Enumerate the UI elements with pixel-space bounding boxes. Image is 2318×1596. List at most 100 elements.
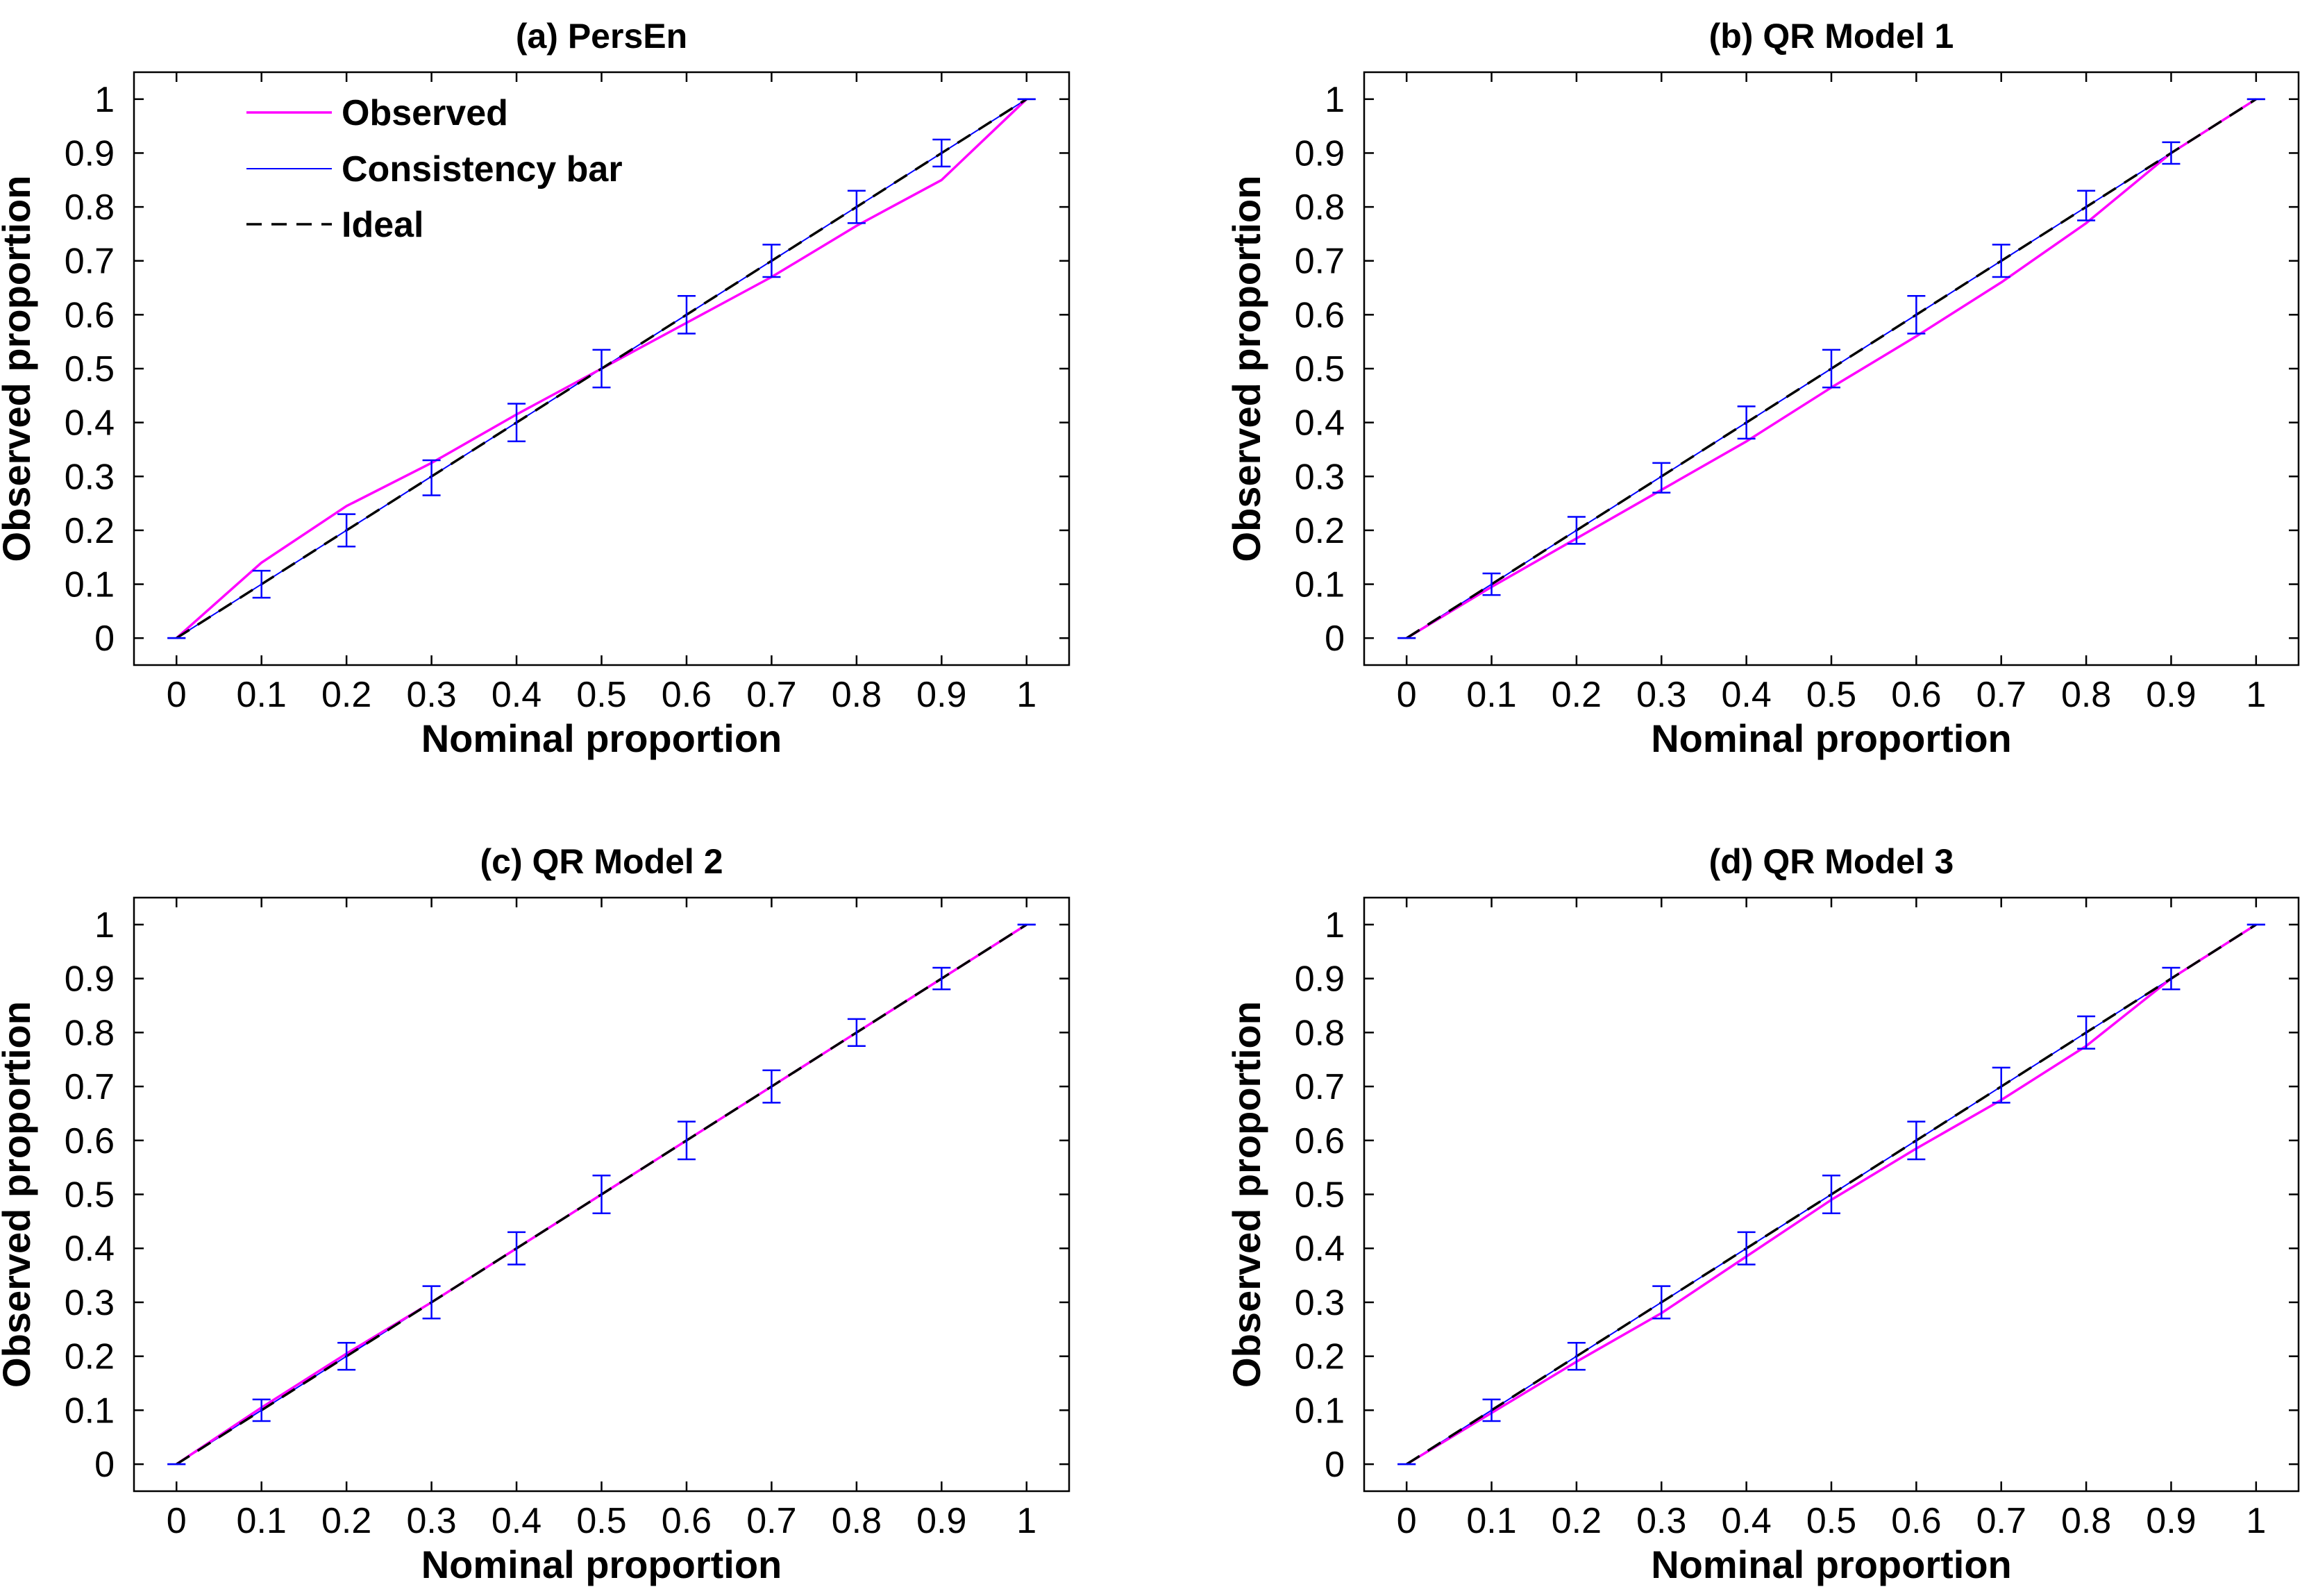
x-tick-label: 0.1 [1466,1501,1516,1541]
y-tick-label: 0.6 [65,1121,115,1161]
consistency-error-bar [1822,348,1840,389]
y-tick-label: 0.7 [65,242,115,282]
chart-title: (c) QR Model 2 [480,842,723,881]
y-tick-label: 0.5 [1295,1175,1345,1216]
y-tick-label: 1 [1325,80,1345,120]
consistency-error-bar [1992,244,2010,278]
x-tick-label: 0.9 [2146,1501,2196,1541]
x-tick-label: 0 [1397,1501,1417,1541]
x-tick-label: 1 [2246,1501,2266,1541]
consistency-error-bar [762,244,781,278]
x-tick-label: 0.1 [237,675,287,715]
consistency-error-bar [847,190,866,224]
legend-ideal: Ideal [246,205,424,245]
x-tick-label: 0 [167,675,187,715]
x-tick-label: 0.9 [2146,675,2196,715]
y-axis-label: Observed proportion [0,1001,38,1388]
consistency-error-bar [1737,1231,1756,1266]
x-tick-label: 0.7 [1976,1501,2026,1541]
consistency-error-bar [592,348,611,389]
x-tick-label: 0.2 [321,675,371,715]
chart-panel-2: (b) QR Model 1 0 0.1 0.2 0.3 0.4 0.5 0.6 0.7 0.8 0… [1225,17,2300,760]
x-tick-label: 0.2 [1552,1501,1602,1541]
legend-ideal-label: Ideal [342,205,424,245]
x-tick-label: 0 [1397,675,1417,715]
x-tick-label: 0.6 [662,1501,712,1541]
x-tick-label: 0.9 [916,1501,966,1541]
chart-panel-3: (c) QR Model 2 0 0.1 0.2 0.3 0.4 0.5 0.6 0.7 0.8 0… [0,842,1070,1586]
y-tick-label: 0.3 [65,1283,115,1323]
x-tick-label: 0.3 [406,1501,456,1541]
y-tick-label: 0 [1325,619,1345,659]
x-tick-label: 0.3 [1636,1501,1686,1541]
y-tick-label: 0.7 [65,1067,115,1107]
consistency-error-bar [2162,141,2181,165]
y-tick-label: 0.2 [1295,1337,1345,1377]
y-tick-label: 0.4 [1295,1229,1345,1269]
y-tick-label: 0.9 [65,133,115,174]
y-tick-label: 0.7 [1295,1067,1345,1107]
consistency-error-bar [1567,1342,1586,1371]
x-tick-label: 0.7 [746,675,796,715]
y-tick-label: 0.8 [1295,187,1345,228]
y-tick-label: 0.1 [1295,565,1345,605]
x-tick-label: 0.5 [1806,1501,1856,1541]
x-axis-label: Nominal proportion [1651,1543,2012,1586]
x-tick-label: 0.3 [406,675,456,715]
y-tick-label: 0.2 [1295,511,1345,551]
y-tick-label: 0.3 [1295,1283,1345,1323]
x-tick-label: 0.4 [492,675,541,715]
y-axis-label: Observed proportion [1225,176,1268,562]
y-tick-label: 0.1 [65,565,115,605]
x-tick-label: 0.8 [2061,1501,2111,1541]
x-tick-label: 0.1 [1466,675,1516,715]
chart-panel-1: (a) PersEn 0 0.1 0.2 0.3 0.4 0.5 0.6 0.7 0.8 0.9 1 0… [0,17,1070,760]
consistency-error-bar [507,1231,526,1266]
y-tick-label: 0.2 [65,1337,115,1377]
y-tick-label: 1 [1325,905,1345,946]
consistency-error-bar [1992,1066,2010,1104]
y-tick-label: 1 [94,80,115,120]
x-tick-label: 0.6 [1891,675,1941,715]
y-tick-label: 0 [94,619,115,659]
consistency-error-bar [1907,1120,1926,1161]
y-tick-label: 0.8 [65,1013,115,1053]
consistency-error-bar [507,403,526,443]
consistency-error-bar [932,138,951,168]
x-tick-label: 0.1 [237,1501,287,1541]
y-tick-label: 0.2 [65,511,115,551]
y-tick-label: 0.9 [1295,959,1345,1000]
x-tick-label: 1 [2246,675,2266,715]
consistency-error-bar [337,1342,356,1371]
x-tick-label: 1 [1016,675,1036,715]
y-tick-label: 0.9 [65,959,115,1000]
x-tick-label: 0.2 [321,1501,371,1541]
y-tick-label: 0.6 [1295,1121,1345,1161]
consistency-error-bar [1652,462,1671,494]
y-axis-label: Observed proportion [1225,1001,1268,1388]
x-tick-label: 0.5 [1806,675,1856,715]
x-tick-label: 0.8 [832,675,882,715]
consistency-error-bar [1482,572,1501,596]
consistency-error-bar [2162,966,2181,991]
x-tick-label: 0.9 [916,675,966,715]
consistency-error-bar [1482,1398,1501,1422]
y-tick-label: 0.8 [65,187,115,228]
y-tick-label: 0.5 [65,349,115,389]
consistency-error-bar [677,1120,696,1161]
legend: Observed Consistency bar Ideal [246,93,623,245]
y-tick-label: 0.9 [1295,133,1345,174]
y-axis-label: Observed proportion [0,176,38,562]
x-tick-label: 0 [167,1501,187,1541]
legend-observed-label: Observed [342,93,508,133]
y-tick-label: 0.8 [1295,1013,1345,1053]
consistency-error-bar [2077,190,2096,221]
consistency-error-bar [847,1018,866,1047]
x-tick-label: 1 [1016,1501,1036,1541]
x-tick-label: 0.8 [2061,675,2111,715]
consistency-error-bar [762,1069,781,1104]
x-tick-label: 0.6 [1891,1501,1941,1541]
y-tick-label: 1 [94,905,115,946]
consistency-error-bar [337,513,356,548]
chart-title: (d) QR Model 3 [1709,842,1954,881]
